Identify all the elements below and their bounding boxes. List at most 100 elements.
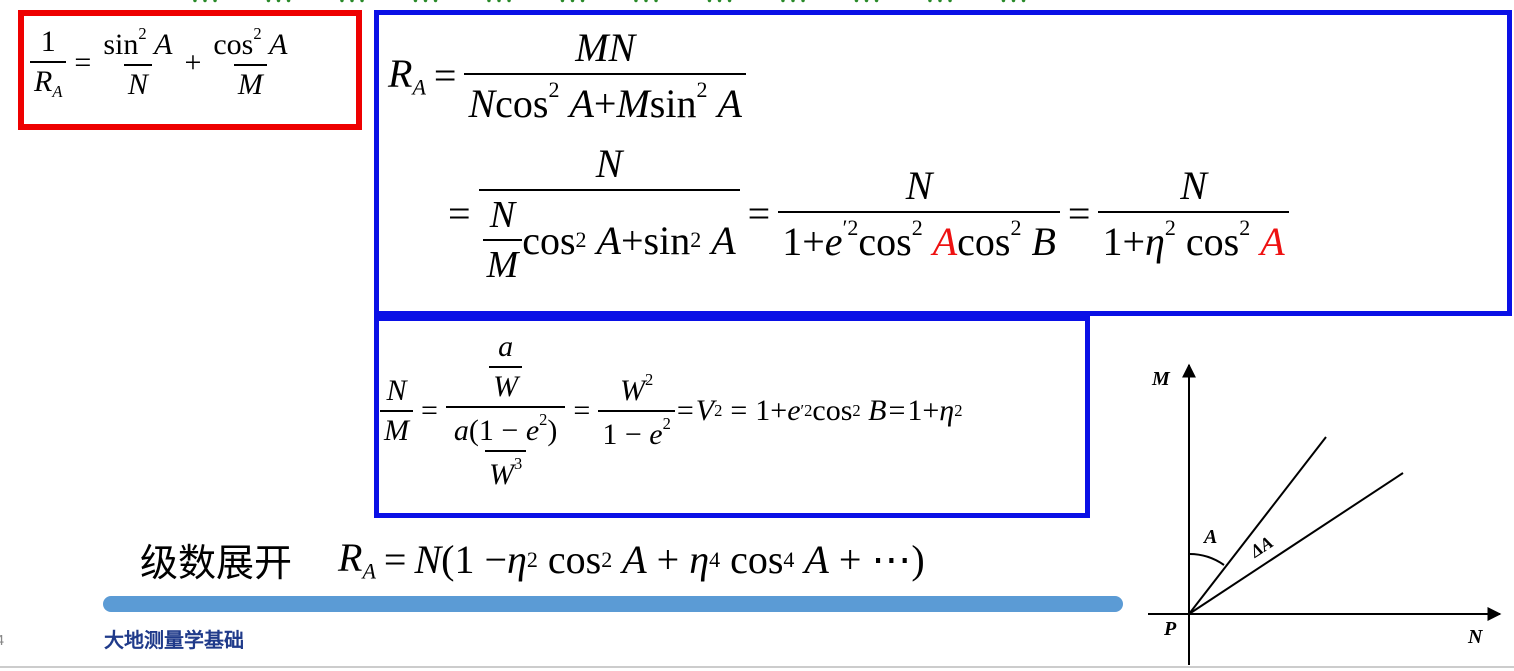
- denominator-w3: W3: [485, 449, 527, 492]
- fraction-n-over-m: N M: [380, 374, 413, 448]
- equals-sign: =: [730, 393, 748, 427]
- symbol-v: V: [695, 393, 715, 427]
- denominator-ncos2a-msin2a: Ncos2 A+Msin2 A: [464, 73, 746, 127]
- denominator-one-minus-e2: 1 − e2: [598, 409, 675, 452]
- cos-text: cos: [495, 80, 549, 126]
- fraction-a1e2-over-w3: a(1 − e2) W3: [450, 410, 562, 492]
- cos-text: cos: [812, 393, 853, 427]
- symbol-a: A: [596, 217, 621, 263]
- cos-text: cos: [547, 537, 602, 582]
- symbol-m: M: [616, 80, 650, 126]
- fraction-one-over-ra: 1 RA: [30, 24, 67, 102]
- symbol-eta: η: [507, 537, 527, 582]
- equals-sign: =: [888, 393, 906, 427]
- sin-text: sin: [643, 217, 691, 263]
- equals-sign: =: [433, 52, 457, 98]
- exponent-two: 2: [539, 410, 548, 429]
- top-partial-text: … … … … … … … … … … … … … …: [190, 0, 1090, 6]
- formula-ra-first-line: RA = MN Ncos2 A+Msin2 A: [388, 24, 746, 127]
- one-text: 1: [1102, 218, 1123, 264]
- exponent-three: 3: [514, 453, 523, 473]
- symbol-e: e: [824, 218, 843, 264]
- azimuth-diagram: M N P A ΔA: [1148, 363, 1502, 665]
- label-p: P: [1163, 618, 1177, 640]
- symbol-r: R: [338, 535, 363, 581]
- exponent-two: 2: [253, 24, 262, 43]
- numerator-n: N: [386, 373, 407, 407]
- plus-sign: +: [770, 393, 788, 427]
- symbol-a: A: [269, 27, 288, 61]
- top-partial-text-clip: … … … … … … … … … … … … … …: [190, 0, 1090, 6]
- plus-sign: +: [656, 537, 680, 582]
- footer-course-title: 大地测量学基础: [104, 628, 244, 652]
- symbol-a: A: [569, 80, 594, 126]
- exponent-two: 2: [1010, 215, 1022, 241]
- fraction-cos2a-over-m: cos2 A M: [209, 24, 291, 102]
- exponent-prime-two: ′2: [842, 215, 859, 241]
- equals-sign: =: [383, 537, 407, 582]
- equals-sign: =: [573, 393, 591, 427]
- symbol-b: B: [868, 393, 887, 427]
- exponent-two: 2: [526, 546, 538, 572]
- exponent-two: 2: [644, 370, 654, 389]
- equals-sign: =: [676, 393, 694, 427]
- label-a: A: [1202, 526, 1217, 548]
- symbol-n: N: [414, 537, 442, 582]
- exponent-four: 4: [783, 546, 795, 572]
- numerator-n: N: [905, 163, 933, 209]
- fraction-w2-over-one-minus-e2: W2 1 − e2: [598, 370, 675, 452]
- close-paren: ): [547, 413, 558, 447]
- numerator-a-one-minus-e2: a(1 − e2): [450, 410, 562, 450]
- plus-sign: +: [1122, 218, 1146, 264]
- equals-sign: =: [421, 393, 438, 427]
- fraction-n-over-eprime-sum: N 1+e′2cos2 Acos2 B: [778, 162, 1060, 265]
- symbol-e: e: [525, 413, 540, 447]
- exponent-two: 2: [954, 400, 963, 420]
- exponent-two: 2: [852, 400, 861, 420]
- exponent-two: 2: [138, 24, 147, 43]
- compound-numerator: a W: [485, 330, 526, 406]
- exponent-two: 2: [1164, 215, 1176, 241]
- one-text: 1: [602, 417, 618, 451]
- numerator-n: N: [1180, 163, 1207, 209]
- azimuth-line-a: [1188, 436, 1327, 615]
- red-highlight-box: [18, 10, 362, 130]
- blue-derivation-box: [374, 10, 1512, 316]
- numerator-cos2a: cos2 A: [209, 24, 291, 64]
- numerator-one: 1: [40, 24, 56, 58]
- denominator-nm-cos2a-sin2a: N M cos 2 A + sin 2 A: [478, 189, 740, 287]
- plus-sign: +: [184, 45, 202, 79]
- denominator-ra: RA: [30, 60, 67, 102]
- symbol-r: R: [388, 51, 413, 97]
- numerator-sin2a: sin2 A: [99, 24, 176, 64]
- numerator-n: N: [595, 141, 623, 186]
- exponent-two: 2: [575, 227, 587, 252]
- ra-symbol: RA: [338, 534, 376, 585]
- denominator-eta-cos2a: 1+η2 cos2 A: [1098, 211, 1289, 265]
- equals-sign: =: [1067, 191, 1091, 236]
- symbol-n: N: [468, 80, 496, 126]
- symbol-a-lower: a: [453, 413, 469, 447]
- symbol-b: B: [1031, 218, 1056, 264]
- symbol-eta: η: [689, 537, 710, 582]
- blue-ratio-box: [374, 316, 1090, 518]
- symbol-e: e: [649, 417, 663, 451]
- exponent-two: 2: [911, 215, 923, 241]
- fraction-n-over-m: N M: [482, 193, 523, 287]
- numerator-n: N: [489, 194, 516, 236]
- exponent-four: 4: [709, 546, 721, 572]
- exponent-prime-two: ′2: [800, 400, 813, 420]
- compound-denominator: a(1 − e2) W3: [445, 406, 566, 492]
- exponent-two: 2: [696, 77, 708, 102]
- symbol-a: A: [804, 537, 829, 582]
- page-number: 4: [0, 634, 5, 649]
- symbol-a-red: A: [932, 218, 958, 264]
- sin-text: sin: [649, 80, 697, 126]
- exponent-two: 2: [690, 227, 702, 252]
- cos-text: cos: [1185, 218, 1240, 264]
- cos-text: cos: [957, 218, 1011, 264]
- plus-sign: +: [802, 218, 825, 264]
- exponent-two: 2: [714, 400, 723, 420]
- cos-text: cos: [213, 27, 254, 61]
